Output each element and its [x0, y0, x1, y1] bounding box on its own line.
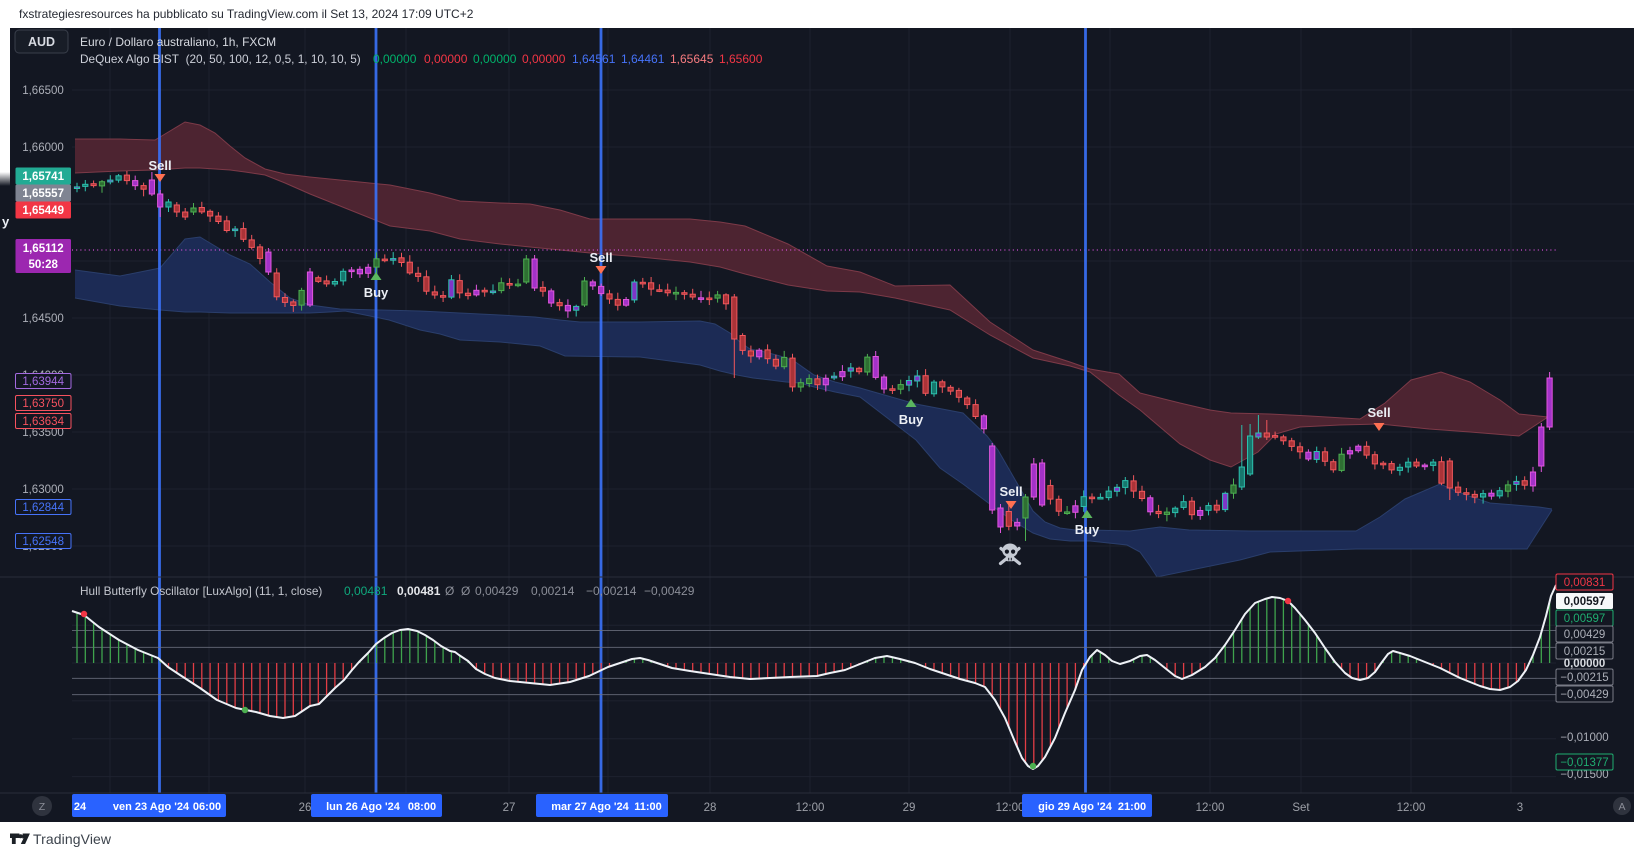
svg-text:0,00429: 0,00429 [1564, 629, 1606, 641]
svg-text:0,00000: 0,00000 [473, 52, 517, 66]
svg-text:−0,01000: −0,01000 [1560, 732, 1608, 744]
svg-text:1,63500: 1,63500 [22, 427, 64, 439]
svg-text:DeQuex Algo BIST (20, 50, 100: DeQuex Algo BIST (20, 50, 100, 12, 0,5, … [80, 52, 361, 66]
svg-text:1,65112: 1,65112 [23, 243, 64, 255]
svg-text:1,63750: 1,63750 [22, 398, 64, 410]
svg-text:mar 27 Ago '24: mar 27 Ago '24 [551, 801, 629, 813]
svg-text:1,65557: 1,65557 [22, 188, 64, 200]
svg-text:−0,00214: −0,00214 [586, 584, 637, 598]
svg-text:0,00597: 0,00597 [1564, 596, 1606, 608]
svg-text:Hull Butterfly Oscillator [Lux: Hull Butterfly Oscillator [LuxAlgo] (11,… [80, 584, 322, 598]
svg-text:Set: Set [1292, 802, 1310, 814]
svg-text:AUD: AUD [28, 35, 55, 49]
svg-text:Z: Z [39, 801, 46, 813]
svg-text:27: 27 [503, 802, 516, 814]
svg-text:0,00481: 0,00481 [397, 584, 441, 598]
svg-text:06:00: 06:00 [193, 801, 221, 813]
svg-text:1,65600: 1,65600 [719, 52, 763, 66]
svg-text:21:00: 21:00 [1118, 801, 1146, 813]
svg-text:Sell: Sell [1367, 405, 1390, 420]
svg-text:0,00215: 0,00215 [1564, 646, 1606, 658]
svg-text:1,64500: 1,64500 [22, 313, 64, 325]
svg-text:−0,01500: −0,01500 [1560, 769, 1608, 781]
svg-text:1,63634: 1,63634 [22, 416, 64, 428]
svg-text:24: 24 [74, 801, 87, 813]
svg-text:lun 26 Ago '24: lun 26 Ago '24 [326, 801, 401, 813]
svg-text:1,63000: 1,63000 [22, 484, 64, 496]
svg-text:−0,00429: −0,00429 [644, 584, 695, 598]
svg-text:0,00429: 0,00429 [475, 584, 519, 598]
svg-text:gio 29 Ago '24: gio 29 Ago '24 [1038, 801, 1113, 813]
svg-text:0,00597: 0,00597 [1564, 613, 1606, 625]
svg-text:1,64561: 1,64561 [572, 52, 616, 66]
svg-text:12:00: 12:00 [1196, 802, 1225, 814]
svg-text:0,00831: 0,00831 [1564, 577, 1606, 589]
svg-text:1,64461: 1,64461 [621, 52, 665, 66]
svg-text:12:00: 12:00 [1397, 802, 1426, 814]
svg-text:26: 26 [299, 802, 312, 814]
svg-text:y: y [2, 214, 10, 229]
svg-text:1,65741: 1,65741 [22, 171, 64, 183]
svg-text:Buy: Buy [364, 285, 389, 300]
svg-text:1,65645: 1,65645 [670, 52, 714, 66]
svg-text:Euro / Dollaro australiano, 1h: Euro / Dollaro australiano, 1h, FXCM [80, 35, 276, 49]
svg-text:0,00000: 0,00000 [424, 52, 468, 66]
svg-text:Buy: Buy [1075, 522, 1100, 537]
svg-text:1,66500: 1,66500 [22, 85, 64, 97]
svg-text:50:28: 50:28 [28, 259, 58, 271]
svg-text:0,00000: 0,00000 [1564, 658, 1606, 670]
svg-text:1,63944: 1,63944 [22, 376, 64, 388]
svg-text:3: 3 [1517, 802, 1523, 814]
svg-text:0,00481: 0,00481 [344, 584, 388, 598]
svg-text:A: A [1618, 801, 1625, 813]
svg-text:11:00: 11:00 [634, 801, 662, 813]
svg-text:ven 23 Ago '24: ven 23 Ago '24 [113, 801, 190, 813]
svg-text:1,66000: 1,66000 [22, 142, 64, 154]
svg-text:1,65449: 1,65449 [22, 205, 64, 217]
svg-text:28: 28 [704, 802, 717, 814]
svg-text:Sell: Sell [148, 158, 171, 173]
svg-text:−0,00215: −0,00215 [1560, 672, 1608, 684]
svg-text:Sell: Sell [999, 484, 1022, 499]
svg-text:29: 29 [903, 802, 916, 814]
svg-text:1,62844: 1,62844 [22, 502, 64, 514]
svg-text:−0,00429: −0,00429 [1560, 689, 1608, 701]
svg-text:12:00: 12:00 [796, 802, 825, 814]
svg-text:0,00214: 0,00214 [531, 584, 575, 598]
svg-text:Buy: Buy [899, 412, 924, 427]
svg-text:0,00000: 0,00000 [522, 52, 566, 66]
svg-text:0,00000: 0,00000 [373, 52, 417, 66]
svg-text:Ø: Ø [461, 584, 470, 598]
svg-text:Ø: Ø [445, 584, 454, 598]
svg-text:Sell: Sell [589, 250, 612, 265]
svg-text:12:00: 12:00 [996, 802, 1025, 814]
svg-text:08:00: 08:00 [408, 801, 436, 813]
svg-text:1,62548: 1,62548 [22, 536, 64, 548]
svg-text:−0,01377: −0,01377 [1560, 757, 1608, 769]
